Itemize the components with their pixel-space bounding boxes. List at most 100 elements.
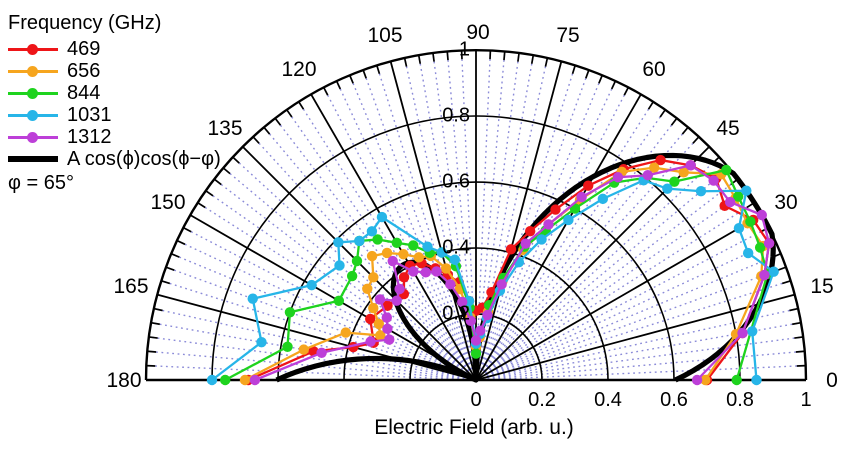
data-point-1312 (470, 335, 482, 346)
grid-minor-radial (485, 190, 747, 374)
grid-circle (211, 115, 741, 381)
angle-label-30: 30 (774, 191, 798, 214)
angle-label-60: 60 (642, 58, 666, 81)
rim-tick (647, 101, 655, 110)
data-point-1312 (685, 160, 696, 171)
grid-minor-radial (479, 69, 590, 370)
grid-minor-radial (478, 65, 576, 370)
data-point-1031 (206, 374, 218, 386)
grid-minor-radial (487, 350, 805, 380)
grid-minor-radial (274, 117, 470, 372)
radial-label-0.6: 0.6 (442, 170, 470, 193)
data-point-656 (368, 302, 379, 314)
data-point-1031 (333, 237, 344, 248)
data-point-656 (366, 250, 378, 262)
grid-minor-radial (481, 101, 654, 371)
rim-tick (403, 57, 408, 67)
grid-major-radial (475, 93, 642, 381)
rim-tick (503, 51, 506, 61)
angle-label-45: 45 (716, 117, 740, 140)
data-point-1031 (597, 193, 609, 205)
bottom-label-0.8: 0.8 (726, 389, 754, 411)
data-point-469 (583, 180, 594, 191)
data-point-1312 (543, 219, 554, 230)
legend-swatch (8, 153, 58, 165)
rim-tick (148, 336, 158, 339)
rim-tick (322, 86, 329, 96)
data-point-1312 (724, 196, 736, 208)
grid-minor-radial (176, 239, 466, 376)
grid-major-radial (310, 93, 477, 381)
data-point-1312 (759, 269, 770, 281)
grid-minor-radial (485, 202, 755, 375)
rim-tick (205, 190, 214, 197)
grid-minor-radial (197, 202, 467, 375)
grid-major-radial (189, 214, 477, 381)
radial-label-0.4: 0.4 (442, 236, 470, 259)
grid-major-radial (157, 293, 477, 381)
grid-minor-radial (205, 190, 467, 374)
data-point-1312 (737, 327, 748, 339)
data-point-1031 (742, 247, 754, 259)
rim-tick (544, 57, 549, 67)
data-point-1312 (520, 238, 531, 249)
rim-tick (176, 239, 186, 246)
data-point-656 (398, 249, 409, 260)
data-point-1031 (751, 374, 762, 386)
rim-tick (348, 74, 354, 84)
data-point-1312 (612, 172, 624, 183)
grid-major-radial (389, 61, 477, 381)
grid-minor-radial (486, 253, 782, 377)
rim-tick (335, 80, 342, 90)
grid-minor-radial (323, 86, 472, 371)
data-point-844 (220, 374, 231, 386)
data-point-1312 (381, 312, 392, 323)
rim-tick (517, 52, 520, 62)
grid-minor-radial (298, 101, 471, 371)
angle-label-105: 105 (367, 24, 403, 47)
data-point-1312 (465, 315, 477, 327)
grid-minor-radial (161, 280, 466, 378)
data-point-656 (298, 344, 309, 355)
grid-major-radial (475, 214, 763, 381)
data-point-656 (368, 272, 379, 283)
legend-item-fit: A cos(ϕ)cos(ϕ−φ) (8, 148, 221, 170)
grid-minor-radial (335, 80, 472, 370)
data-point-469 (398, 272, 410, 283)
legend-swatch (8, 65, 58, 77)
data-point-844 (745, 216, 756, 227)
grid-minor-radial (263, 126, 470, 372)
series-dot-icon (27, 87, 38, 99)
grid-minor-radial (349, 74, 473, 370)
grid-minor-radial (477, 54, 534, 369)
rim-tick (781, 279, 791, 285)
rim-tick (165, 266, 175, 271)
data-point-1312 (391, 295, 402, 306)
rim-tick (789, 307, 799, 312)
grid-minor-radial (147, 350, 465, 380)
rim-tick (150, 321, 160, 326)
grid-minor-radial (487, 364, 806, 381)
data-point-1031 (306, 279, 317, 291)
grid-minor-radial (170, 253, 466, 377)
rim-tick (213, 178, 222, 186)
grid-minor-radial (446, 51, 476, 369)
grid-minor-radial (165, 266, 466, 377)
rim-tick (681, 126, 689, 135)
rim-tick (222, 167, 231, 175)
legend-item-label: 656 (67, 59, 101, 82)
data-point-469 (524, 225, 536, 237)
data-point-1031 (747, 326, 758, 337)
grid-minor-radial (480, 86, 629, 371)
grid-minor-radial (376, 65, 474, 370)
grid-circle (343, 247, 609, 381)
data-point-844 (282, 341, 293, 352)
data-point-1031 (366, 226, 378, 237)
rim-tick (297, 101, 305, 110)
grid-minor-radial (362, 69, 473, 370)
data-point-1312 (496, 279, 507, 290)
rim-tick (610, 80, 617, 90)
rim-tick (432, 52, 435, 62)
angle-label-150: 150 (150, 191, 186, 214)
